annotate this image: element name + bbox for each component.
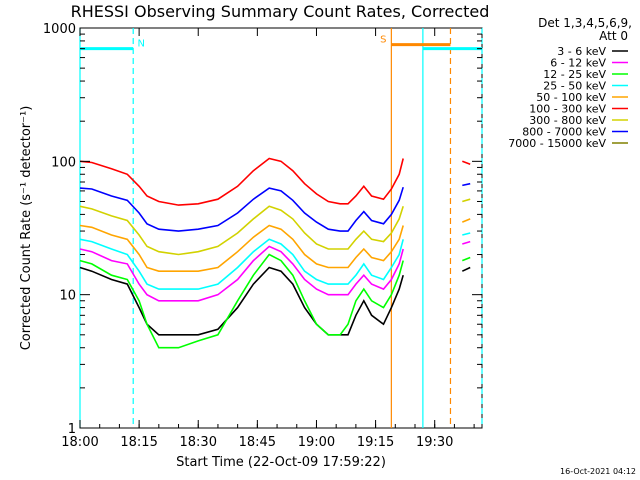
legend-header-line1: Det 1,3,4,5,6,9, <box>538 16 632 30</box>
x-axis-label: Start Time (22-Oct-09 17:59:22) <box>176 455 386 470</box>
y-tick-label: 100 <box>51 155 76 170</box>
series-line-tail <box>462 198 471 203</box>
x-axis-ticks: 18:00 18:15 18:30 18:45 19:00 19:15 19:30 <box>61 28 475 450</box>
series-line <box>79 245 404 302</box>
legend-item-label: 800 - 7000 keV <box>522 126 606 139</box>
legend-item-label: 50 - 100 keV <box>536 91 606 104</box>
legend-item-label: 6 - 12 keV <box>550 57 606 70</box>
series-line-tail <box>462 182 471 187</box>
series-line <box>79 266 404 336</box>
chart-title: RHESSI Observing Summary Count Rates, Co… <box>71 2 490 21</box>
series-line <box>79 238 404 290</box>
x-tick-label: 18:45 <box>239 435 276 450</box>
legend-item-label: 25 - 50 keV <box>543 80 606 93</box>
footer-timestamp: 16-Oct-2021 04:12 <box>560 467 636 476</box>
y-tick-label: 1000 <box>43 22 76 37</box>
series-line <box>79 157 404 206</box>
series-line <box>79 253 404 349</box>
series-group <box>79 157 471 349</box>
y-axis-label: Corrected Count Rate (s⁻¹ detector⁻¹) <box>19 106 34 351</box>
x-tick-label: 18:30 <box>180 435 217 450</box>
y-tick-label: 1 <box>68 422 76 437</box>
flag-label: S <box>380 35 386 46</box>
flag-label: N <box>137 39 144 50</box>
x-tick-label: 19:15 <box>357 435 394 450</box>
series-line-tail <box>462 256 471 262</box>
series-line-tail <box>461 266 471 272</box>
series-line-tail <box>462 160 471 166</box>
legend-item-label: 7000 - 15000 keV <box>508 137 606 150</box>
y-tick-label: 10 <box>59 289 76 304</box>
legend-item-label: 300 - 800 keV <box>529 114 606 127</box>
legend-header-line2: Att 0 <box>599 29 628 43</box>
x-tick-label: 18:15 <box>120 435 157 450</box>
legend-item-label: 12 - 25 keV <box>543 68 606 81</box>
series-line-tail <box>461 218 471 223</box>
vertical-markers <box>79 28 483 428</box>
x-tick-label: 19:30 <box>416 435 453 450</box>
series-line-tail <box>462 232 471 236</box>
x-tick-label: 18:00 <box>61 435 98 450</box>
x-tick-label: 19:00 <box>298 435 335 450</box>
series-line-tail <box>462 240 471 245</box>
series-line <box>79 205 404 256</box>
series-line <box>79 186 404 232</box>
series-line <box>79 224 404 272</box>
y-axis-ticks: 1 10 100 1000 <box>43 22 482 437</box>
legend-item-label: 3 - 6 keV <box>557 45 606 58</box>
legend-item-label: 100 - 300 keV <box>529 103 606 116</box>
plot-frame <box>79 27 483 429</box>
